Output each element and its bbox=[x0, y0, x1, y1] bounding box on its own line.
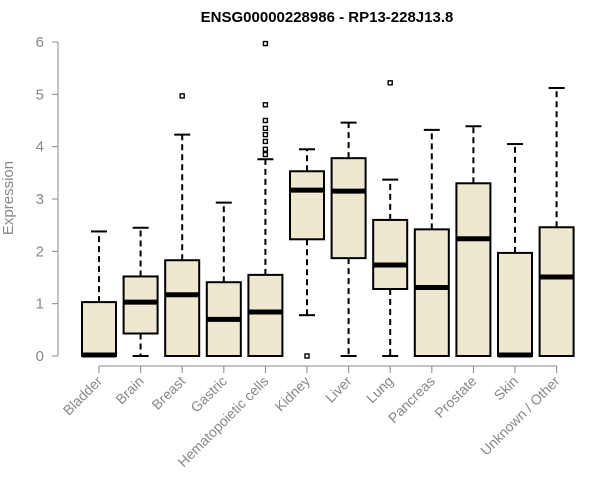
box-body bbox=[330, 157, 367, 260]
box-body bbox=[538, 226, 575, 357]
box-unknown-other bbox=[538, 87, 575, 357]
x-tick-label: Kidney bbox=[272, 373, 314, 415]
y-tick-label: 4 bbox=[36, 139, 44, 156]
box-skin bbox=[497, 143, 533, 358]
chart-title: ENSG00000228986 - RP13-228J13.8 bbox=[201, 9, 454, 26]
x-tick-label: Bladder bbox=[60, 373, 106, 419]
outlier-point bbox=[262, 102, 269, 108]
x-tick-label: Brain bbox=[112, 373, 146, 407]
box-body bbox=[289, 170, 325, 241]
outlier-point bbox=[262, 117, 269, 124]
box-liver bbox=[330, 121, 367, 357]
y-tick-label: 1 bbox=[36, 296, 44, 313]
x-tick-label: Lung bbox=[363, 373, 396, 406]
x-tick-label: Prostate bbox=[431, 373, 479, 421]
y-axis: 0 1 2 3 4 5 6 bbox=[36, 34, 59, 365]
y-tick-label: 5 bbox=[36, 86, 44, 103]
box-body bbox=[372, 218, 409, 291]
boxes-group bbox=[81, 40, 575, 359]
x-tick-label: Liver bbox=[322, 373, 355, 406]
box-body bbox=[81, 301, 117, 358]
box-body bbox=[413, 228, 450, 357]
box-kidney bbox=[289, 148, 325, 359]
x-tick-label: Skin bbox=[491, 373, 522, 404]
y-tick-label: 3 bbox=[36, 191, 44, 208]
box-body bbox=[497, 251, 533, 357]
y-axis-label: Expression bbox=[0, 161, 17, 235]
outlier-point bbox=[262, 125, 269, 132]
outlier-point bbox=[262, 138, 269, 145]
box-body bbox=[247, 273, 284, 357]
x-tick-label: Unknown / Other bbox=[477, 373, 563, 459]
box-bladder bbox=[81, 230, 117, 358]
outlier-point bbox=[262, 40, 269, 47]
outlier-point bbox=[262, 131, 269, 138]
outlier-point bbox=[304, 353, 310, 359]
box-hematopoietic-cells bbox=[247, 40, 284, 357]
box-body bbox=[122, 275, 159, 335]
y-tick-label: 0 bbox=[36, 348, 44, 365]
box-breast bbox=[164, 93, 201, 358]
y-tick-label: 2 bbox=[36, 243, 44, 260]
x-tick-label: Breast bbox=[148, 373, 188, 413]
y-tick-label: 6 bbox=[36, 34, 44, 51]
box-prostate bbox=[455, 125, 492, 357]
outlier-point bbox=[387, 80, 393, 86]
box-brain bbox=[122, 226, 159, 357]
outlier-point bbox=[262, 151, 269, 158]
outlier-point bbox=[179, 93, 185, 99]
box-lung bbox=[372, 80, 409, 357]
box-body bbox=[164, 259, 201, 358]
box-pancreas bbox=[413, 128, 450, 357]
outlier-point bbox=[262, 146, 269, 152]
box-body bbox=[455, 182, 492, 357]
box-gastric bbox=[205, 201, 242, 357]
